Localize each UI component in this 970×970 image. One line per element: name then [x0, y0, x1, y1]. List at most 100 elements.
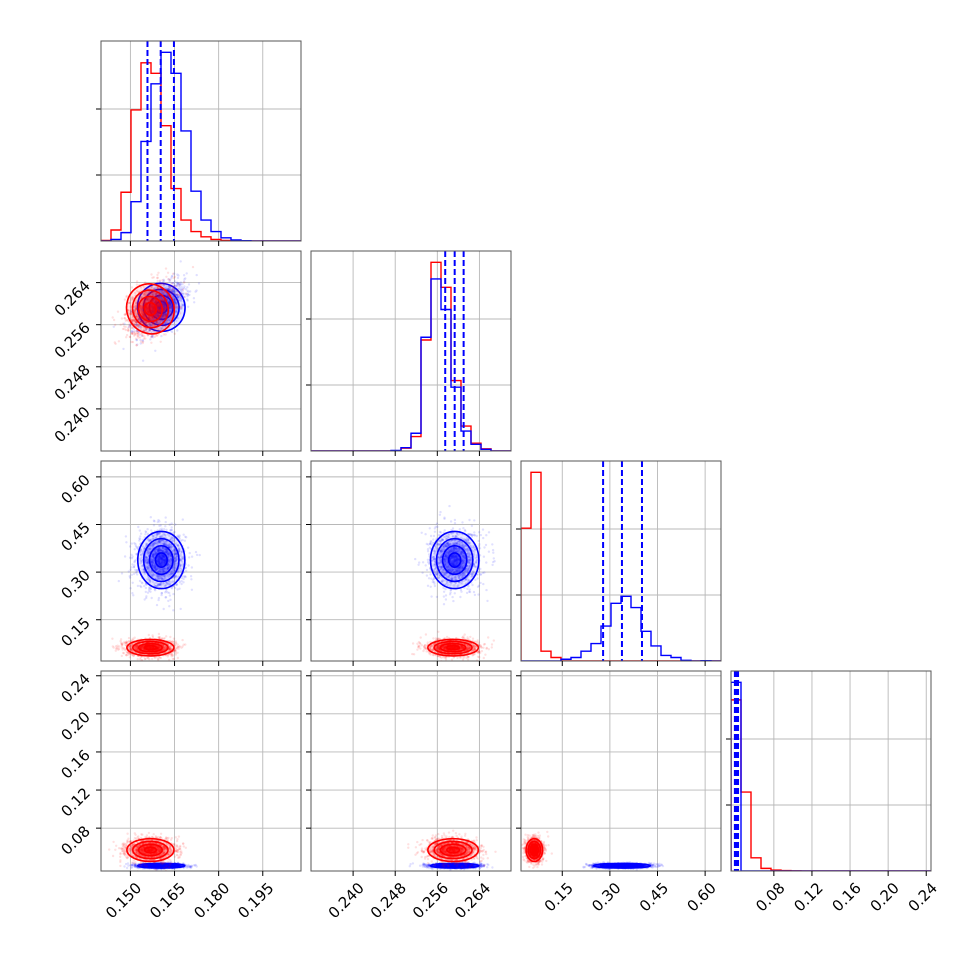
- scatter-point: [146, 307, 149, 311]
- scatter-point: [143, 300, 146, 303]
- scatter-point: [163, 307, 166, 311]
- scatter-point: [134, 311, 137, 314]
- scatter-point: [163, 307, 166, 310]
- scatter-point: [151, 321, 154, 324]
- scatter-point: [154, 298, 157, 302]
- scatter-point: [151, 276, 154, 279]
- scatter-point: [143, 329, 146, 332]
- scatter-point: [157, 322, 161, 325]
- scatter-point: [128, 576, 132, 579]
- scatter-point: [153, 307, 156, 310]
- scatter-point: [148, 299, 152, 303]
- scatter-point: [157, 305, 160, 308]
- scatter-point: [177, 317, 180, 320]
- scatter-point: [167, 316, 171, 320]
- scatter-point: [151, 290, 154, 294]
- scatter-point: [143, 300, 146, 303]
- scatter-point: [150, 306, 154, 309]
- scatter-point: [148, 323, 151, 327]
- scatter-point: [182, 303, 185, 307]
- panel-r1-c0: [96, 250, 302, 456]
- scatter-point: [141, 309, 144, 312]
- scatter-point: [139, 306, 142, 310]
- scatter-point: [149, 305, 153, 308]
- scatter-point: [145, 305, 148, 308]
- scatter-point: [145, 328, 148, 331]
- scatter-point: [182, 287, 186, 290]
- scatter-point: [138, 295, 141, 298]
- scatter-point: [148, 292, 151, 296]
- scatter-point: [150, 324, 153, 327]
- scatter-point: [150, 318, 154, 321]
- scatter-point: [166, 319, 169, 322]
- scatter-point: [139, 325, 143, 329]
- scatter-point: [149, 338, 152, 341]
- scatter-point: [171, 285, 174, 289]
- scatter-point: [158, 308, 161, 312]
- scatter-point: [146, 306, 149, 309]
- scatter-point: [149, 298, 152, 301]
- scatter-point: [153, 309, 156, 312]
- scatter-point: [159, 310, 162, 313]
- scatter-point: [180, 582, 183, 586]
- scatter-point: [148, 290, 151, 293]
- scatter-point: [159, 297, 162, 300]
- scatter-point: [172, 295, 175, 298]
- scatter-point: [157, 296, 161, 299]
- scatter-point: [151, 310, 154, 314]
- scatter-point: [176, 656, 180, 660]
- scatter-point: [160, 298, 163, 301]
- scatter-point: [157, 307, 161, 310]
- scatter-point: [148, 293, 151, 296]
- scatter-point: [164, 314, 167, 317]
- scatter-point: [172, 286, 175, 289]
- scatter-point: [147, 306, 150, 309]
- scatter-point: [188, 556, 191, 559]
- scatter-point: [119, 638, 123, 641]
- scatter-point: [141, 338, 144, 342]
- scatter-point: [155, 314, 158, 317]
- scatter-point: [135, 333, 138, 336]
- scatter-point: [152, 306, 155, 310]
- scatter-point: [170, 587, 174, 590]
- scatter-point: [180, 306, 183, 309]
- scatter-point: [148, 292, 152, 296]
- scatter-point: [171, 287, 175, 291]
- scatter-point: [151, 308, 154, 312]
- scatter-point: [189, 575, 193, 578]
- scatter-point: [123, 317, 127, 320]
- scatter-point: [158, 305, 161, 309]
- scatter-point: [144, 298, 147, 301]
- scatter-point: [154, 294, 157, 297]
- scatter-point: [140, 307, 143, 311]
- scatter-point: [154, 315, 157, 319]
- scatter-point: [195, 289, 198, 292]
- scatter-point: [126, 328, 130, 331]
- scatter-point: [134, 307, 137, 310]
- scatter-point: [156, 288, 159, 291]
- scatter-point: [151, 309, 155, 312]
- scatter-point: [151, 305, 155, 309]
- scatter-point: [130, 327, 133, 330]
- scatter-point: [173, 332, 176, 335]
- scatter-point: [160, 592, 163, 595]
- scatter-point: [144, 322, 147, 325]
- scatter-point: [157, 596, 161, 600]
- scatter-point: [167, 286, 171, 289]
- scatter-point: [187, 546, 190, 549]
- scatter-point: [131, 319, 134, 322]
- scatter-point: [139, 304, 143, 307]
- scatter-point: [150, 298, 154, 301]
- scatter-point: [174, 301, 178, 305]
- scatter-point: [164, 291, 167, 295]
- scatter-point: [157, 313, 160, 316]
- scatter-point: [155, 292, 158, 296]
- scatter-point: [160, 298, 163, 301]
- scatter-point: [170, 288, 174, 292]
- scatter-point: [154, 314, 157, 318]
- scatter-point: [146, 306, 149, 309]
- scatter-point: [153, 300, 157, 303]
- scatter-point: [150, 336, 153, 339]
- scatter-point: [151, 306, 155, 309]
- scatter-point: [167, 301, 171, 305]
